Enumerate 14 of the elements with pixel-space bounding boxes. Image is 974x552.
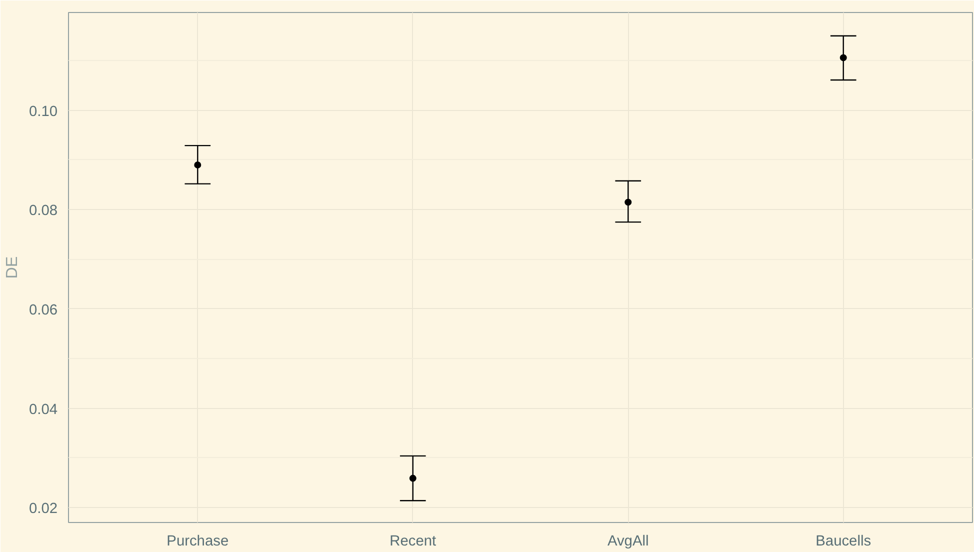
x-tick-label: Purchase [166,534,229,550]
point [194,161,202,168]
point [624,198,632,206]
y-axis-title: DE [4,256,21,279]
y-tick-label: 0.08 [28,203,58,220]
y-tick-label: 0.02 [28,501,58,518]
point [409,474,416,482]
point [840,54,847,62]
y-tick-label: 0.10 [28,104,58,120]
x-tick-label: AvgAll [607,534,649,550]
x-tick-label: Recent [390,534,436,550]
y-tick-label: 0.06 [28,302,58,318]
y-tick-label: 0.04 [28,402,58,418]
x-tick-label: Baucells [816,534,872,550]
